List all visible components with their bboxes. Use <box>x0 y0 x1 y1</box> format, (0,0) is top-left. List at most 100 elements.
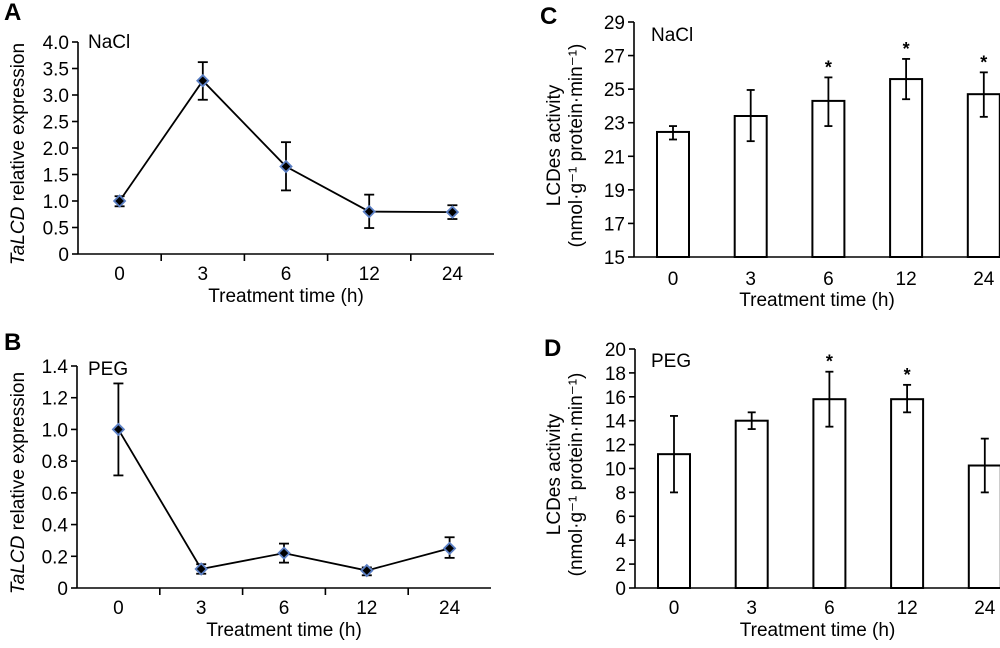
y-tick-label: 18 <box>605 364 626 385</box>
x-tick-label: 24 <box>973 269 995 290</box>
bar <box>656 130 690 258</box>
data-point <box>196 73 210 88</box>
data-point <box>360 563 374 578</box>
bar <box>890 398 925 589</box>
significance-marker: * <box>980 52 987 72</box>
y-tick-label: 3.5 <box>43 60 69 81</box>
y-tick-label: 0.4 <box>42 516 69 537</box>
panel-label: A <box>4 0 21 26</box>
y-tick-label: 0 <box>57 579 68 600</box>
panel-b: B 0 0.2 0.4 0.6 0.8 1.0 1.2 1.4 0 3 6 12 24 Treatment … <box>4 329 491 641</box>
y-axis-title-rest: relative expression <box>8 43 29 207</box>
data-point <box>362 204 376 219</box>
y-tick-label: 1.5 <box>43 166 69 187</box>
x-tick-label: 24 <box>974 598 996 619</box>
y-tick-label: 27 <box>604 47 625 68</box>
x-tick-label: 0 <box>113 598 124 619</box>
x-tick-label: 3 <box>746 598 757 619</box>
x-tick-label: 24 <box>439 598 461 619</box>
y-tick-label: 25 <box>604 80 625 101</box>
y-tick-label: 29 <box>604 13 625 34</box>
x-tick-label: 24 <box>442 264 464 285</box>
panel-c: C 15 17 19 21 23 25 27 29 0 3 6 12 24 Treatment time (… <box>540 3 1000 311</box>
y-tick-label: 0 <box>615 579 626 600</box>
data-point <box>111 422 126 437</box>
y-axis-title-line2: (nmol·g⁻¹ protein·min⁻¹) <box>566 44 587 248</box>
y-tick-label: 0.8 <box>42 452 68 473</box>
y-tick-label: 16 <box>605 388 626 409</box>
bar <box>812 398 847 589</box>
y-tick-label: 0.5 <box>43 219 69 240</box>
y-tick-label: 20 <box>605 340 626 361</box>
x-tick-label: 12 <box>359 264 380 285</box>
y-tick-label: 15 <box>604 248 625 269</box>
x-axis-title: Treatment time (h) <box>206 620 362 641</box>
y-axis-title-line2: (nmol·g⁻¹ protein·min⁻¹) <box>566 373 587 577</box>
y-axis-title-gene: TaLCD <box>8 535 29 594</box>
y-axis-title-line1: LCDes activity <box>544 84 565 206</box>
data-point <box>277 546 291 560</box>
x-tick-label: 0 <box>669 598 680 619</box>
bar <box>889 78 924 258</box>
y-tick-label: 3.0 <box>43 86 69 107</box>
x-axis-title: Treatment time (h) <box>740 620 896 641</box>
x-tick-label: 6 <box>824 598 835 619</box>
treatment-label: PEG <box>651 351 691 372</box>
y-tick-label: 1.2 <box>42 389 68 410</box>
y-tick-label: 1.0 <box>42 420 68 441</box>
x-tick-label: 12 <box>356 598 377 619</box>
y-tick-label: 19 <box>604 181 625 202</box>
x-tick-label: 3 <box>196 598 207 619</box>
x-tick-label: 3 <box>198 264 209 285</box>
x-tick-label: 3 <box>745 269 756 290</box>
x-tick-label: 6 <box>279 598 290 619</box>
data-point <box>112 194 127 208</box>
y-tick-label: 2.0 <box>43 139 69 160</box>
data-point <box>442 541 457 556</box>
y-tick-label: 0.2 <box>42 547 68 568</box>
panel-label: C <box>540 3 557 30</box>
y-axis-title-rest: relative expression <box>8 372 29 536</box>
significance-marker: * <box>903 39 910 59</box>
y-tick-label: 1.4 <box>42 357 69 378</box>
y-tick-label: 14 <box>605 412 627 433</box>
significance-marker: * <box>904 365 911 385</box>
x-tick-label: 12 <box>896 269 917 290</box>
bar <box>734 419 769 590</box>
y-tick-label: 17 <box>604 214 625 235</box>
y-axis-title-line1: LCDes activity <box>544 413 565 535</box>
y-tick-label: 12 <box>605 436 626 457</box>
x-tick-label: 12 <box>897 598 918 619</box>
y-tick-label: 2.5 <box>43 113 69 134</box>
y-tick-label: 1.0 <box>43 192 69 213</box>
y-tick-label: 8 <box>615 483 626 504</box>
y-axis-title: TaLCD relative expression <box>8 372 29 594</box>
significance-marker: * <box>825 57 832 77</box>
treatment-label: PEG <box>88 359 128 380</box>
panel-label: B <box>4 329 21 356</box>
x-tick-label: 0 <box>114 264 125 285</box>
x-tick-label: 6 <box>823 269 834 290</box>
data-point <box>194 562 208 576</box>
y-axis-title-gene: TaLCD <box>8 206 29 265</box>
y-axis-title: TaLCD relative expression <box>8 43 29 265</box>
y-tick-label: 4.0 <box>43 33 69 54</box>
x-axis-title: Treatment time (h) <box>739 290 895 311</box>
panel-a: A 0 0.5 1.0 1.5 2.0 2.5 3.0 3.5 4.0 0 3 6 12 24 Treatme… <box>4 0 494 307</box>
y-tick-label: 0 <box>58 245 69 266</box>
x-axis-title: Treatment time (h) <box>208 286 364 307</box>
data-point <box>445 205 460 219</box>
panel-label: D <box>544 335 561 362</box>
bar <box>966 93 1000 258</box>
x-tick-label: 0 <box>668 269 679 290</box>
y-tick-label: 2 <box>615 555 626 576</box>
treatment-label: NaCl <box>88 32 130 53</box>
data-point <box>279 159 293 174</box>
y-tick-label: 23 <box>604 114 625 135</box>
y-tick-label: 10 <box>605 460 626 481</box>
y-tick-label: 4 <box>615 531 626 552</box>
significance-marker: * <box>826 352 833 372</box>
y-tick-label: 6 <box>615 507 626 528</box>
